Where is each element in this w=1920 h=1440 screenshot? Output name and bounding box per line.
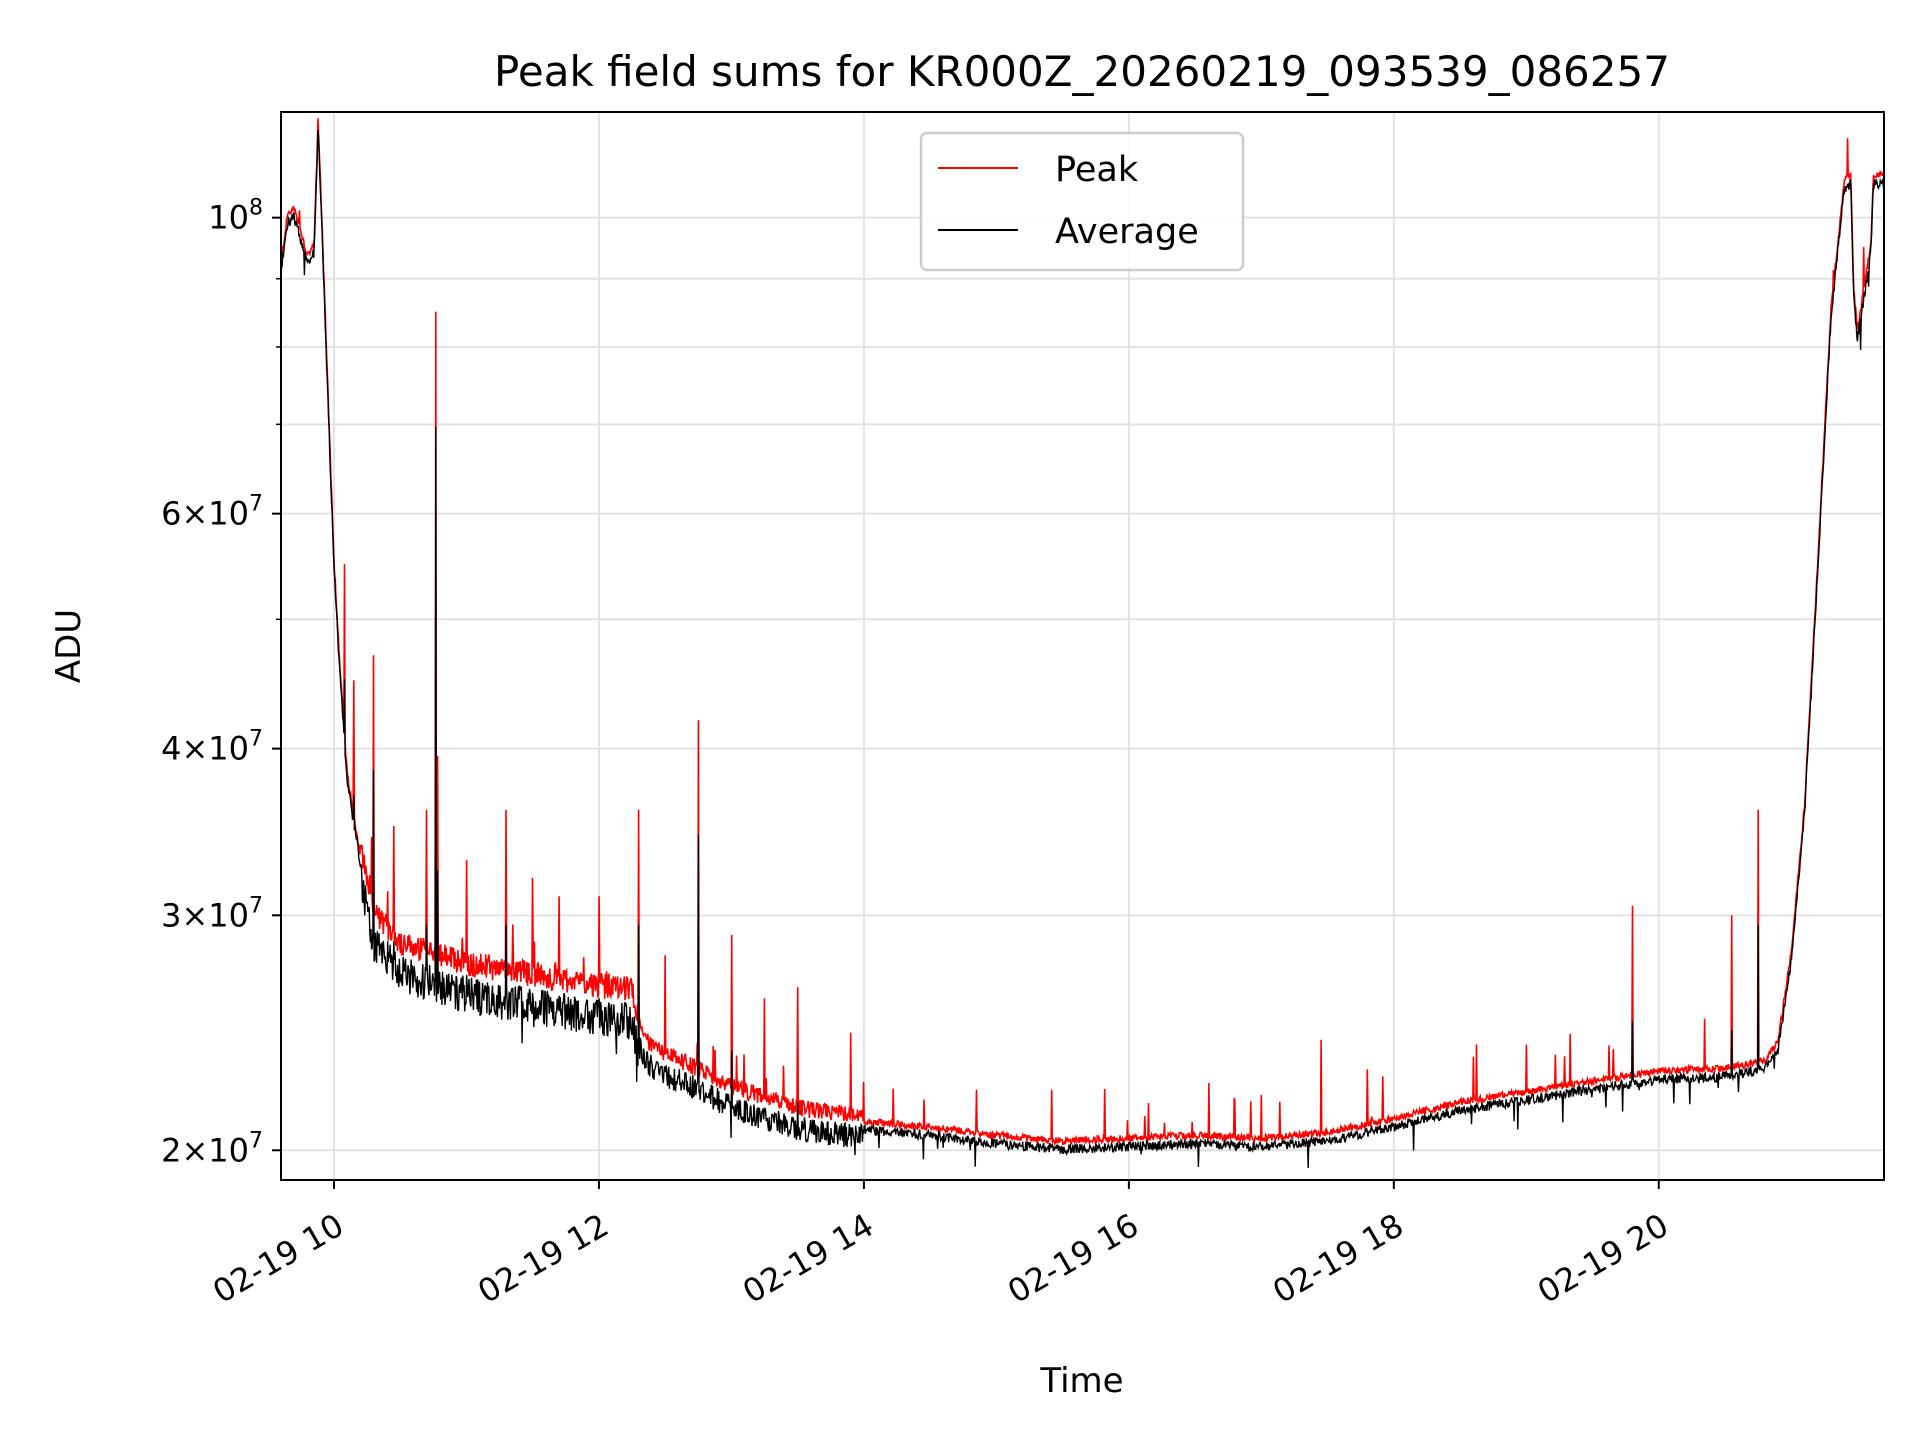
- x-axis-label: Time: [1039, 1361, 1123, 1401]
- series-layer: [281, 118, 1884, 1168]
- chart-title: Peak field sums for KR000Z_20260219_0935…: [494, 47, 1670, 96]
- legend: Peak Average: [919, 131, 1245, 272]
- y-tick-label: 2×107: [161, 1128, 263, 1169]
- plot-frame: [280, 111, 1885, 1181]
- y-axis-label: ADU: [49, 609, 89, 683]
- legend-label-average: Average: [1055, 212, 1199, 252]
- y-axis: 2×107 3×107 4×107 6×107 108: [161, 196, 281, 1169]
- y-tick-label: 4×107: [161, 727, 263, 768]
- series-line-peak: [281, 118, 1884, 1147]
- y-tick-label: 6×107: [161, 492, 263, 533]
- y-tick-label: 108: [208, 196, 263, 237]
- y-tick-label: 3×107: [161, 893, 263, 934]
- series-line-average: [281, 130, 1884, 1168]
- legend-label-peak: Peak: [1055, 150, 1139, 190]
